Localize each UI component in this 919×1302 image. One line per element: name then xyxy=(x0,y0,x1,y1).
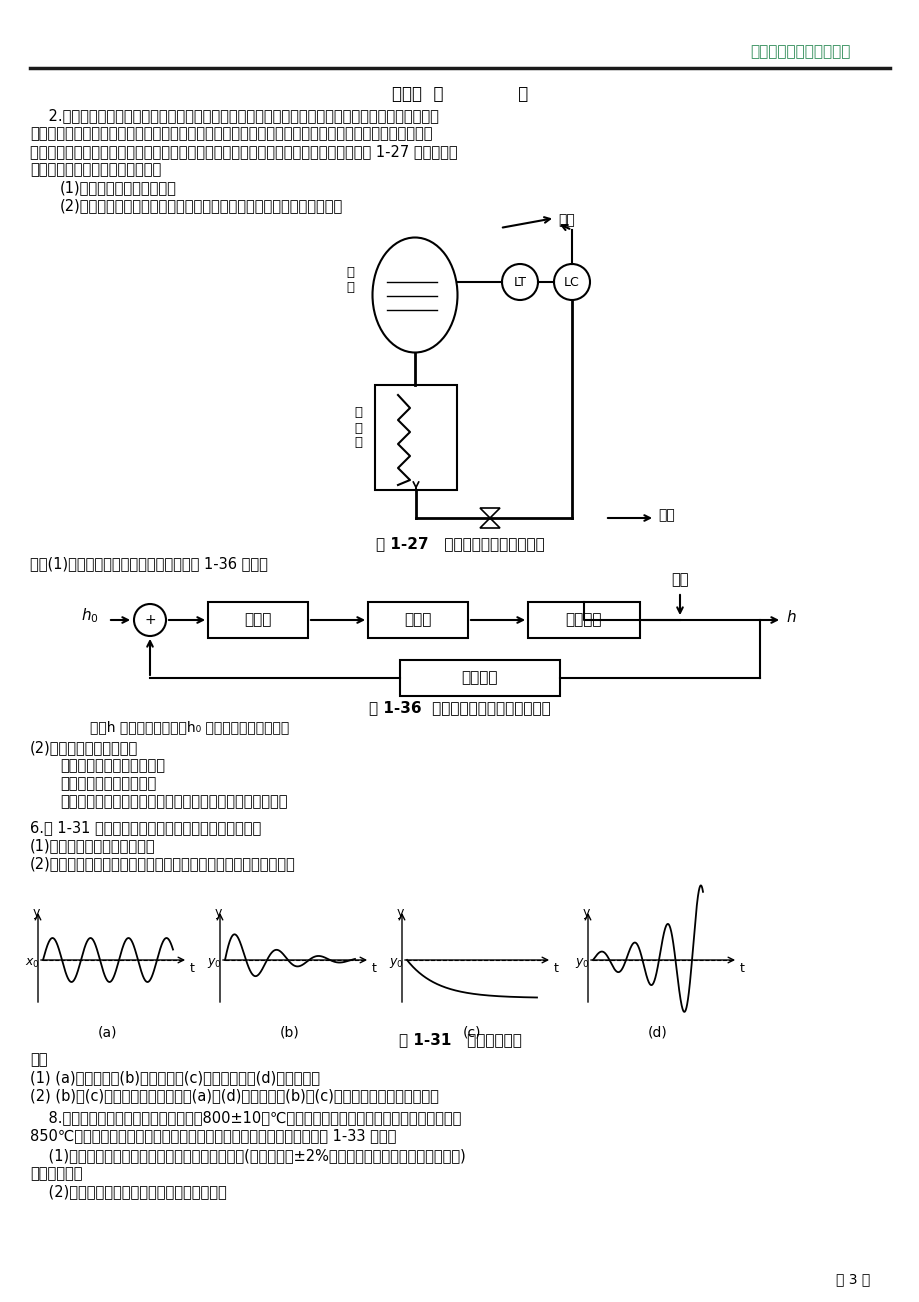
Text: 测量变送: 测量变送 xyxy=(461,671,498,685)
Text: 操纵变量：锅炉给水量。: 操纵变量：锅炉给水量。 xyxy=(60,776,156,792)
Text: $x_0$: $x_0$ xyxy=(25,957,40,970)
Text: (a): (a) xyxy=(98,1025,118,1039)
Text: 的参数。水位过高，会使蒸汽带液，降低了蒸汽的质量和产量，甚至会损坏后续设备。而水位过低，轻则: 的参数。水位过高，会使蒸汽带液，降低了蒸汽的质量和产量，甚至会损坏后续设备。而水… xyxy=(30,126,432,141)
Text: 第三节  习             题: 第三节 习 题 xyxy=(391,85,528,103)
Text: 扰动: 扰动 xyxy=(671,572,688,587)
Text: (2)指出该系统中被控对象、被控变量、操纵变量、扰动变量各是什么？: (2)指出该系统中被控对象、被控变量、操纵变量、扰动变量各是什么？ xyxy=(60,198,343,214)
Text: t: t xyxy=(739,962,744,975)
Text: (1) (a)等幅振荡；(b)衰减振荡；(c)非振荡衰减；(d)发散振荡。: (1) (a)等幅振荡；(b)衰减振荡；(c)非振荡衰减；(d)发散振荡。 xyxy=(30,1070,320,1085)
Text: 汽
包: 汽 包 xyxy=(346,266,354,294)
Text: 锅炉汽包水位控制示意图，要求：: 锅炉汽包水位控制示意图，要求： xyxy=(30,161,161,177)
Text: $y_0$: $y_0$ xyxy=(574,956,589,970)
Text: t: t xyxy=(553,962,558,975)
Text: (1)画出该控制系统方块图；: (1)画出该控制系统方块图； xyxy=(60,180,176,195)
Text: 和振荡周期。: 和振荡周期。 xyxy=(30,1167,83,1181)
Text: 被控变量：锅炉汽包水位。: 被控变量：锅炉汽包水位。 xyxy=(60,758,165,773)
Text: 执行器: 执行器 xyxy=(403,612,431,628)
Text: (1)分别求出最大偏差、余差、衰减比、过渡时间(温度进入按±2%新稳态值即视为系统已稳定来确定): (1)分别求出最大偏差、余差、衰减比、过渡时间(温度进入按±2%新稳态值即视为系… xyxy=(30,1148,465,1163)
Text: 加
热
室: 加 热 室 xyxy=(354,406,361,449)
Text: 图 1-27   锅炉汽包水位控制示意图: 图 1-27 锅炉汽包水位控制示意图 xyxy=(375,536,544,551)
Text: 850℃。现运行的温度控制系统，在最大阶跃扰动下的过渡过程曲线如图 1-33 所示。: 850℃。现运行的温度控制系统，在最大阶跃扰动下的过渡过程曲线如图 1-33 所… xyxy=(30,1128,396,1143)
Text: 锅炉汽包: 锅炉汽包 xyxy=(565,612,602,628)
Text: (2)被控对象：锅炉汽包。: (2)被控对象：锅炉汽包。 xyxy=(30,740,138,755)
Text: 冷水: 冷水 xyxy=(657,508,674,522)
Text: 注：h 为锅炉汽包水位；h₀ 为锅炉汽包水位设定值: 注：h 为锅炉汽包水位；h₀ 为锅炉汽包水位设定值 xyxy=(90,720,289,734)
Text: t: t xyxy=(371,962,377,975)
Text: 扰动量：冷水温度、压力，蒸汽压力、流量，燃烧状况等。: 扰动量：冷水温度、压力，蒸汽压力、流量，燃烧状况等。 xyxy=(60,794,288,809)
Text: LC: LC xyxy=(563,276,579,289)
Text: $h$: $h$ xyxy=(785,609,796,625)
Text: (2)说明此温度控制系统是否满足工艺要求。: (2)说明此温度控制系统是否满足工艺要求。 xyxy=(30,1184,226,1199)
Text: 第 3 页: 第 3 页 xyxy=(834,1272,869,1286)
Text: (c): (c) xyxy=(462,1025,481,1039)
Text: 答：(1)锅炉汽包水位控制系统方块图如图 1-36 所示。: 答：(1)锅炉汽包水位控制系统方块图如图 1-36 所示。 xyxy=(30,556,267,572)
Text: $y_0$: $y_0$ xyxy=(207,956,221,970)
Text: (1)指出每种过程曲线的名称；: (1)指出每种过程曲线的名称； xyxy=(30,838,155,853)
Text: (2) (b)，(c)能基本满足控制要求；(a)，(d)不能。因为(b)，(c)对应的过渡过程是稳定的。: (2) (b)，(c)能基本满足控制要求；(a)，(d)不能。因为(b)，(c)… xyxy=(30,1088,438,1103)
Text: t: t xyxy=(190,962,195,975)
Text: (d): (d) xyxy=(647,1025,667,1039)
Text: 6.图 1-31 为一组在阶跃扰动作用下的过渡过程曲线。: 6.图 1-31 为一组在阶跃扰动作用下的过渡过程曲线。 xyxy=(30,820,261,835)
Text: (2)试指出哪些过程曲线能基本满足控制要求？哪些不能？为什么？: (2)试指出哪些过程曲线能基本满足控制要求？哪些不能？为什么？ xyxy=(30,855,295,871)
Text: $h_0$: $h_0$ xyxy=(81,607,98,625)
Text: 2.锅炉是化工、炼油等企业中常见的主要设备。汽包水位是影响蒸汽质量及锅炉安全的一个十分重要: 2.锅炉是化工、炼油等企业中常见的主要设备。汽包水位是影响蒸汽质量及锅炉安全的一… xyxy=(30,108,438,122)
Text: $y_0$: $y_0$ xyxy=(389,956,403,970)
Text: y: y xyxy=(396,906,403,919)
Text: 图 1-36  锅炉汽包水位控制系统方块图: 图 1-36 锅炉汽包水位控制系统方块图 xyxy=(369,700,550,715)
Text: 蒸汽: 蒸汽 xyxy=(558,214,574,227)
Text: y: y xyxy=(214,906,221,919)
Text: y: y xyxy=(582,906,589,919)
Text: +: + xyxy=(144,613,155,628)
Text: (b): (b) xyxy=(279,1025,300,1039)
Text: 制药过程控制原理与仪表: 制药过程控制原理与仪表 xyxy=(749,44,849,60)
Text: y: y xyxy=(32,906,40,919)
Text: 8.某化学反应器工艺规定操作温度为（800±10）℃。为确保生产安全，控制中温度最高不得超过: 8.某化学反应器工艺规定操作温度为（800±10）℃。为确保生产安全，控制中温度… xyxy=(30,1111,460,1125)
Text: 答：: 答： xyxy=(30,1052,48,1068)
Text: 影响汽液平衡，重则烧干锅炉甚至引起爆炸。因此，必须对汽包水位进行严格的控制。图 1-27 是一类简单: 影响汽液平衡，重则烧干锅炉甚至引起爆炸。因此，必须对汽包水位进行严格的控制。图 … xyxy=(30,145,457,159)
Text: LT: LT xyxy=(513,276,526,289)
Text: 图 1-31   过渡过程曲线: 图 1-31 过渡过程曲线 xyxy=(398,1032,521,1047)
Text: 控制器: 控制器 xyxy=(244,612,271,628)
